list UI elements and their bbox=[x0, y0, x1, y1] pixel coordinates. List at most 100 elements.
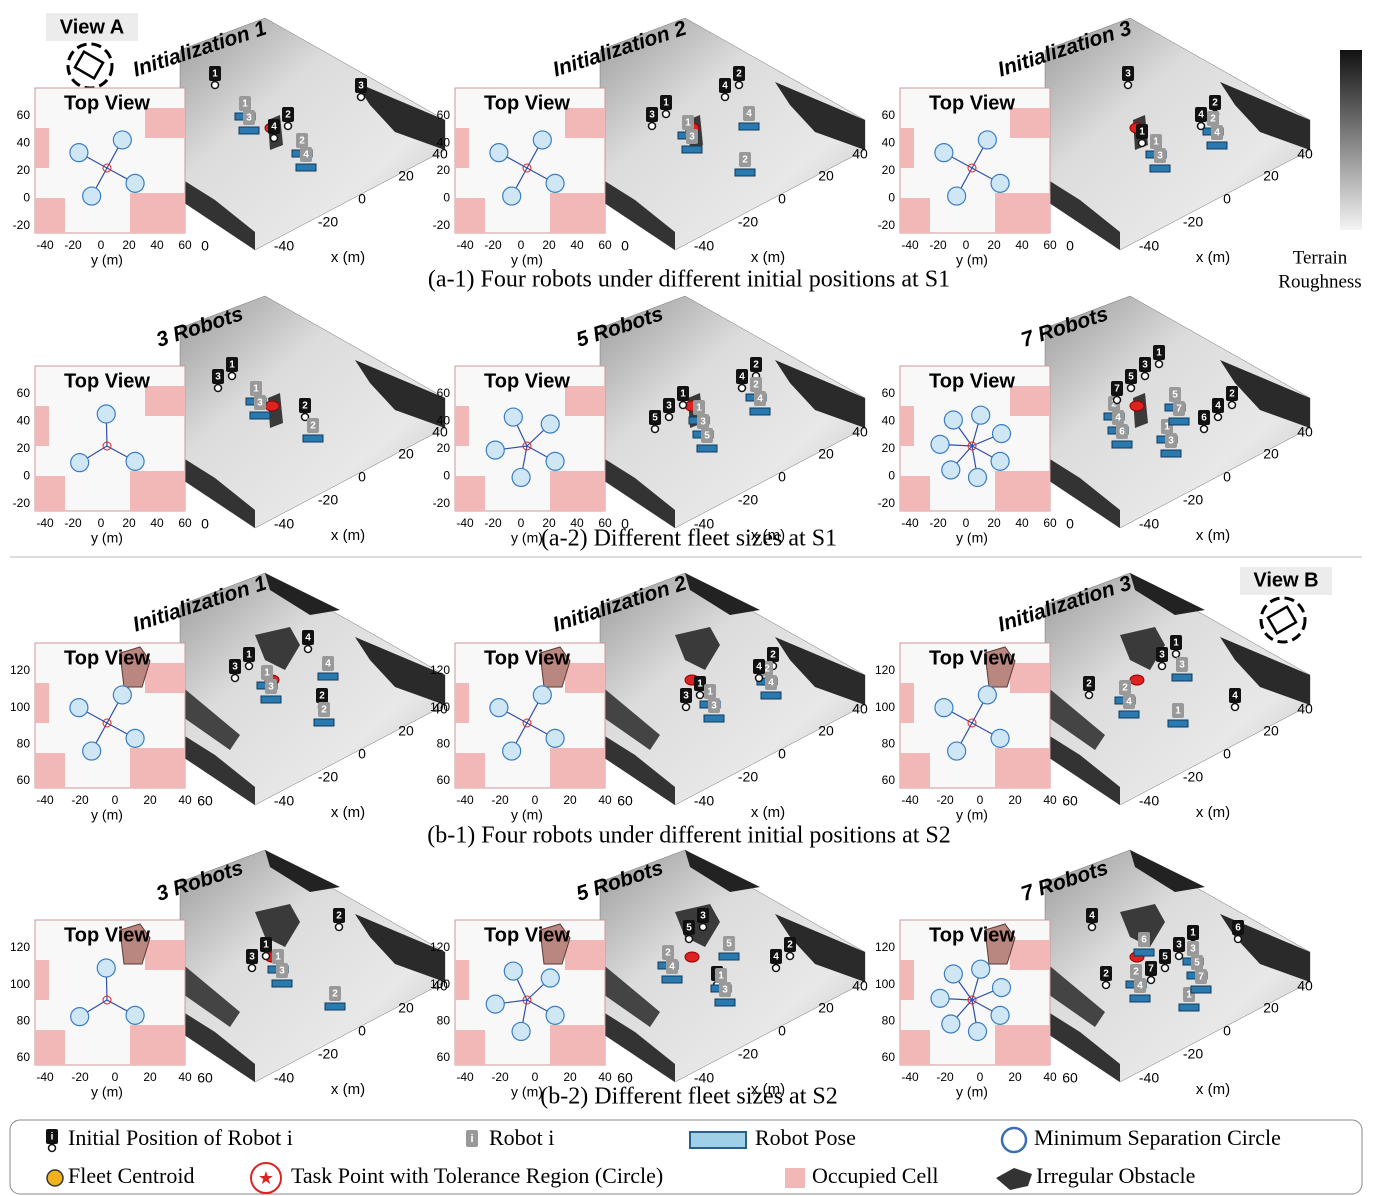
task-region bbox=[102, 718, 112, 728]
robot-number: 2 bbox=[764, 664, 770, 675]
inset-title: Top View bbox=[484, 92, 570, 114]
inset-tick-label: 20 bbox=[563, 793, 577, 807]
inset-tick-label: -20 bbox=[878, 218, 896, 232]
initial-position-icon bbox=[1229, 688, 1241, 703]
terrain-ridge bbox=[1220, 82, 1310, 150]
initial-position-icon bbox=[355, 78, 367, 93]
terrain-tick-label: 20 bbox=[398, 446, 414, 462]
terrain-tick-label: 20 bbox=[1263, 1000, 1279, 1016]
terrain-axis-label: x (m) bbox=[751, 804, 785, 821]
robot-label-icon bbox=[1187, 941, 1199, 956]
initial-position-icon bbox=[1111, 381, 1123, 396]
legend-label: Irregular Obstacle bbox=[1036, 1163, 1195, 1188]
terrain-tick-label: -20 bbox=[318, 769, 338, 785]
robot-label-icon bbox=[704, 684, 716, 699]
inset-tick-label: 40 bbox=[1015, 516, 1029, 530]
inset-tick-label: -20 bbox=[936, 793, 954, 807]
robot-number: 4 bbox=[773, 952, 779, 963]
inset-tick-label: 100 bbox=[10, 977, 30, 991]
terrain-tick-label: 60 bbox=[197, 793, 213, 809]
inset-title: Top View bbox=[484, 924, 570, 946]
inset-tick-label: -20 bbox=[71, 1070, 89, 1084]
robot-label-icon bbox=[300, 147, 312, 162]
inset-tick-label: 120 bbox=[875, 940, 895, 954]
initial-position-dot bbox=[1174, 951, 1184, 961]
inset-tick-label: 120 bbox=[430, 940, 450, 954]
inset-tick-label: 60 bbox=[882, 1050, 896, 1064]
separation-circle bbox=[489, 698, 509, 718]
initial-position-dot bbox=[1233, 934, 1243, 944]
initial-position-dot bbox=[334, 922, 344, 932]
inset-tick-label: 60 bbox=[17, 386, 31, 400]
separation-circle bbox=[112, 685, 132, 705]
centroid-icon bbox=[46, 1169, 64, 1187]
occupied-cell bbox=[900, 476, 930, 511]
inset-tick-label: 0 bbox=[532, 1070, 539, 1084]
terrain-tick-label: 40 bbox=[432, 146, 448, 162]
inset-tick-label: 0 bbox=[532, 793, 539, 807]
robot-pose bbox=[317, 672, 339, 681]
robot-pose bbox=[313, 718, 335, 727]
robot-number: 1 bbox=[1164, 422, 1170, 433]
robot-number: 4 bbox=[739, 372, 745, 383]
robot-number: 7 bbox=[1114, 384, 1120, 395]
inset-tick-label: -20 bbox=[13, 218, 31, 232]
robot-label-icon bbox=[1119, 680, 1131, 695]
terrain-tick-label: 0 bbox=[201, 516, 209, 532]
initial-position-icon bbox=[753, 659, 765, 674]
robot-number: 1 bbox=[229, 360, 235, 371]
separation-circle bbox=[943, 410, 963, 430]
robot-number: 1 bbox=[1190, 928, 1196, 939]
robot-label-icon bbox=[754, 391, 766, 406]
robot-label-icon bbox=[1176, 657, 1188, 672]
robot-label-icon bbox=[739, 152, 751, 167]
initial-position-dot bbox=[244, 661, 254, 671]
robot-pose bbox=[1171, 673, 1193, 682]
terrain-axis-label: x (m) bbox=[1196, 249, 1230, 266]
robot-label-icon bbox=[1116, 424, 1128, 439]
robot-number: i bbox=[470, 1133, 473, 1145]
robot-number: 4 bbox=[757, 394, 763, 405]
inset-tick-label: 0 bbox=[888, 191, 895, 205]
robot-number: 1 bbox=[1156, 348, 1162, 359]
inset-title: Top View bbox=[929, 647, 1015, 669]
terrain-ridge bbox=[600, 178, 675, 250]
robot-pose-icon bbox=[689, 1131, 747, 1149]
task-region bbox=[522, 441, 532, 451]
robot-pose bbox=[714, 998, 736, 1007]
initial-position-icon bbox=[683, 920, 695, 935]
initial-position-icon bbox=[1125, 369, 1137, 384]
separation-circle bbox=[941, 460, 961, 480]
robot-number: 5 bbox=[652, 413, 658, 424]
inset-tick-label: 0 bbox=[443, 191, 450, 205]
robot-number: 1 bbox=[697, 679, 703, 690]
inset-tick-label: 40 bbox=[178, 793, 192, 807]
inset-tick-label: 20 bbox=[437, 441, 451, 455]
occupied-cell bbox=[900, 128, 914, 168]
inset-tick-label: 40 bbox=[1015, 238, 1029, 252]
occupied-cell bbox=[900, 683, 914, 723]
robot-number: 4 bbox=[1137, 981, 1143, 992]
terrain-tick-label: 40 bbox=[852, 424, 868, 440]
caption: (b-1) Four robots under different initia… bbox=[427, 823, 951, 849]
occupied-cell bbox=[455, 406, 469, 446]
occupied-cell bbox=[995, 193, 1050, 233]
initial-position-icon bbox=[46, 1129, 58, 1144]
inset-tick-label: 40 bbox=[150, 238, 164, 252]
occupied-cell bbox=[455, 1030, 485, 1065]
separation-circle bbox=[503, 407, 523, 427]
inset-axis-label: y (m) bbox=[956, 1084, 988, 1100]
robot-number: 1 bbox=[246, 650, 252, 661]
initial-position-icon bbox=[1187, 925, 1199, 940]
robot-number: 2 bbox=[1210, 114, 1216, 125]
inset-tick-label: 40 bbox=[570, 516, 584, 530]
robot-number: 3 bbox=[1142, 360, 1148, 371]
robot-label-icon bbox=[1112, 410, 1124, 425]
separation-circle bbox=[941, 1014, 961, 1034]
robot-label-icon bbox=[1172, 703, 1184, 718]
terrain-tick-label: -40 bbox=[1139, 516, 1159, 532]
separation-circle bbox=[112, 130, 132, 150]
terrain-tick-label: 20 bbox=[818, 1000, 834, 1016]
initial-position-dot bbox=[664, 412, 674, 422]
inset-title: Top View bbox=[64, 92, 150, 114]
